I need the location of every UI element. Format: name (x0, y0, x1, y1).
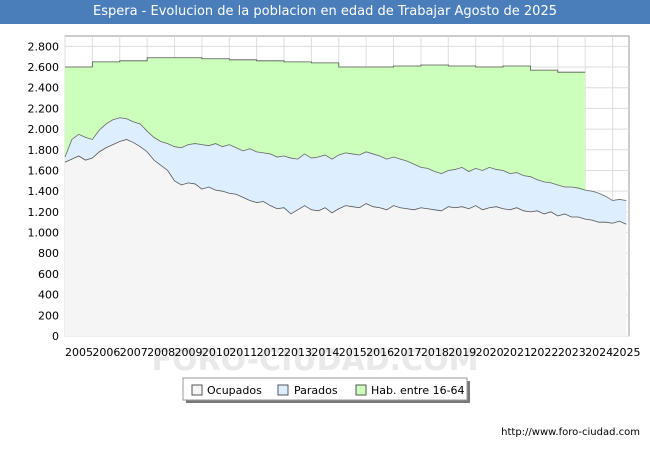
x-tick-label-2014: 2014 (311, 346, 339, 359)
y-tick-label-1: 200 (38, 309, 59, 322)
series-areas (65, 57, 627, 337)
series-line-hab-16-64 (65, 57, 586, 73)
x-tick-label-2021: 2021 (503, 346, 531, 359)
x-tick-label-2006: 2006 (92, 346, 120, 359)
series-lines (64, 57, 627, 225)
x-tick-label-2015: 2015 (339, 346, 367, 359)
legend-swatch-hab (355, 384, 367, 396)
x-tick-label-2012: 2012 (257, 346, 285, 359)
x-tick-label-2018: 2018 (421, 346, 449, 359)
x-tick-label-2017: 2017 (394, 346, 422, 359)
x-tick-label-2011: 2011 (229, 346, 257, 359)
series-line-parados (64, 117, 627, 201)
x-tick-label-2009: 2009 (175, 346, 203, 359)
x-tick-label-2007: 2007 (120, 346, 148, 359)
y-tick-label-4: 800 (38, 247, 59, 260)
y-tick-label-7: 1.400 (28, 185, 60, 198)
series-line-ocupados (64, 139, 627, 225)
watermark: FORO-CIUDAD.COM (152, 343, 479, 378)
y-tick-label-0: 0 (52, 330, 59, 343)
y-tick-label-3: 600 (38, 268, 59, 281)
x-tick-label-2010: 2010 (202, 346, 230, 359)
x-tick-label-2023: 2023 (558, 346, 586, 359)
y-tick-label-11: 2.200 (28, 102, 60, 115)
y-tick-label-2: 400 (38, 289, 59, 302)
y-tick-label-5: 1.000 (28, 227, 60, 240)
x-tick-label-2022: 2022 (530, 346, 558, 359)
x-axis-ticks: 2005 2006 2007 2008 2009 2010 2011 2012 2013 2014… (65, 346, 641, 359)
y-tick-label-10: 2.000 (28, 123, 60, 136)
y-tick-label-13: 2.600 (28, 61, 60, 74)
legend-label-hab: Hab. entre 16-64 (371, 384, 465, 397)
legend-swatch-parados (277, 384, 289, 396)
x-tick-label-2008: 2008 (147, 346, 175, 359)
y-tick-label-9: 1.800 (28, 144, 60, 157)
y-tick-label-12: 2.400 (28, 82, 60, 95)
y-tick-label-8: 1.600 (28, 164, 60, 177)
y-tick-label-14: 2.800 (28, 40, 60, 53)
x-tick-label-2024: 2024 (585, 346, 613, 359)
x-tick-label-2016: 2016 (366, 346, 394, 359)
x-tick-label-2005: 2005 (65, 346, 93, 359)
chart-title: Espera - Evolucion de la poblacion en ed… (0, 0, 650, 24)
legend-label-ocupados: Ocupados (207, 384, 262, 397)
x-tick-label-2019: 2019 (448, 346, 476, 359)
x-tick-label-2025: 2025 (613, 346, 641, 359)
y-axis-ticks: 0 200 400 600 800 1.000 1.200 1.400 1.600 1.800 2.… (28, 40, 60, 343)
legend-swatch-ocupados (191, 384, 203, 396)
x-tick-label-2013: 2013 (284, 346, 312, 359)
legend-label-parados: Parados (294, 384, 338, 397)
legend-box (182, 377, 468, 401)
legend: Ocupados Parados Hab. entre 16-64 (182, 377, 470, 403)
series-area-ocupados (65, 139, 627, 336)
y-tick-label-6: 1.200 (28, 206, 60, 219)
source-credit: http://www.foro-ciudad.com (501, 427, 640, 438)
x-tick-label-2020: 2020 (476, 346, 504, 359)
